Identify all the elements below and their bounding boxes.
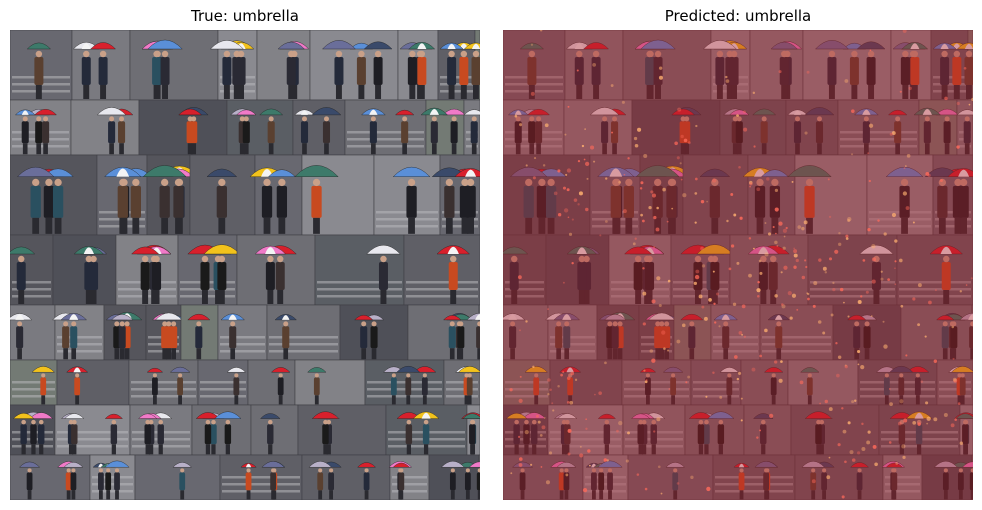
left-panel-title: True: umbrella (191, 7, 299, 25)
saliency-heatmap-image (503, 30, 973, 500)
saliency-overlay-panel (503, 30, 973, 500)
original-image-panel (10, 30, 480, 500)
right-panel-title: Predicted: umbrella (664, 7, 812, 25)
umbrella-collage-image (10, 30, 480, 500)
